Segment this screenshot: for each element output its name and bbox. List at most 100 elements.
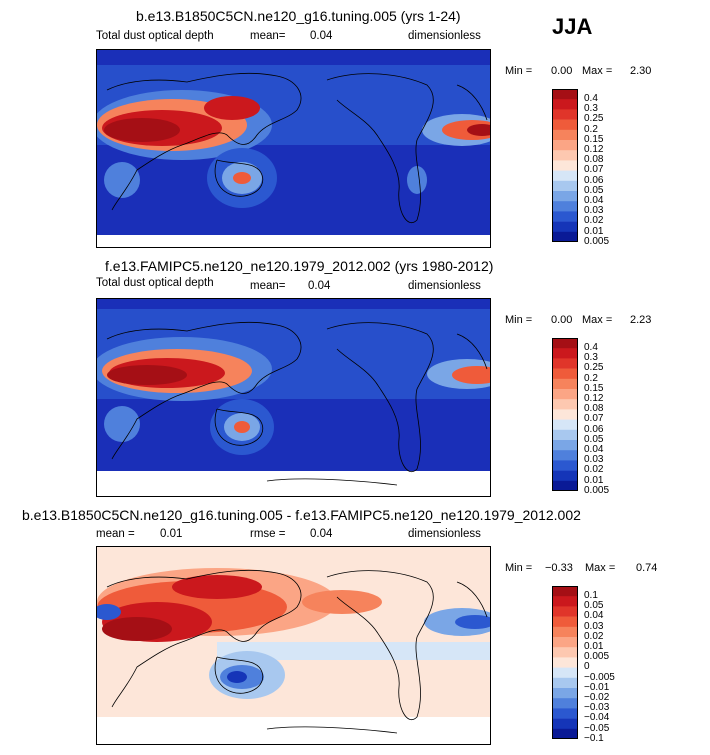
colorbar-swatch <box>552 231 578 243</box>
colorbar-tick-label: 0.07 <box>584 413 604 425</box>
colorbar-tick-label: 0.04 <box>584 195 604 206</box>
panel3-map <box>96 546 491 745</box>
panel3-min-value: −0.33 <box>545 562 573 574</box>
colorbar-swatch <box>552 708 578 719</box>
colorbar-swatch <box>552 99 578 110</box>
colorbar-tick-label: 0.04 <box>584 444 604 455</box>
colorbar-border <box>552 89 578 242</box>
panel2-colorbar-svg <box>552 338 578 492</box>
panel2-max-value: 2.23 <box>630 314 652 326</box>
colorbar-swatch <box>552 191 578 202</box>
colorbar-swatch <box>552 368 578 380</box>
colorbar-swatch <box>552 596 578 607</box>
panel3-title: b.e13.B1850C5CN.ne120_g16.tuning.005 - f… <box>22 507 581 523</box>
panel1-max-label: Max = <box>582 65 613 77</box>
panel3-rmse-value: 0.04 <box>310 528 333 540</box>
colorbar-swatch <box>552 626 578 638</box>
colorbar-tick-label: −0.02 <box>584 692 610 703</box>
panel3-mean-label: mean = <box>96 528 135 540</box>
colorbar-tick-label: 0.02 <box>584 630 604 642</box>
colorbar-swatch <box>552 688 578 699</box>
colorbar-tick-label: 0.005 <box>584 484 610 496</box>
panel1-mean-label: mean= <box>250 30 286 42</box>
colorbar-swatch <box>552 338 578 349</box>
colorbar-tick-label: 0.01 <box>584 225 604 237</box>
colorbar-swatch <box>552 221 578 233</box>
panel1-title: b.e13.B1850C5CN.ne120_g16.tuning.005 (yr… <box>136 8 461 24</box>
colorbar-swatch <box>552 150 578 161</box>
colorbar-swatch <box>552 460 578 471</box>
colorbar-tick-label: 0.03 <box>584 620 604 632</box>
colorbar-border <box>552 338 578 491</box>
panel1-map <box>96 49 491 248</box>
colorbar-tick-label: 0.15 <box>584 133 604 145</box>
colorbar-tick-label: 0.07 <box>584 164 604 176</box>
panel3-min-label: Min = <box>505 562 533 574</box>
colorbar-swatch <box>552 667 578 679</box>
panel2-variable: Total dust optical depth <box>96 277 214 289</box>
colorbar-tick-label: −0.1 <box>584 732 604 744</box>
panel1-max-value: 2.30 <box>630 65 652 77</box>
colorbar-tick-label: 0.02 <box>584 215 604 227</box>
panel1-colorbar-svg <box>552 89 578 243</box>
colorbar-swatch <box>552 160 578 171</box>
colorbar-tick-label: 0.3 <box>584 352 598 364</box>
colorbar-swatch <box>552 450 578 461</box>
panel2-colorbar <box>552 338 578 492</box>
panel3-colorbar-svg <box>552 586 578 740</box>
colorbar-swatch <box>552 470 578 482</box>
panel3-max-label: Max = <box>585 562 616 574</box>
panel3-units: dimensionless <box>408 528 481 540</box>
panel1-min-value: 0.00 <box>551 65 573 77</box>
colorbar-tick-label: 0.25 <box>584 113 604 125</box>
colorbar-tick-label: 0.25 <box>584 362 604 374</box>
colorbar-tick-label: −0.04 <box>584 712 610 724</box>
panel2-title: f.e13.FAMIPC5.ne120_ne120.1979_2012.002 … <box>105 258 494 274</box>
colorbar-tick-label: 0.4 <box>584 342 598 353</box>
colorbar-swatch <box>552 201 578 212</box>
colorbar-swatch <box>552 140 578 151</box>
panel1-variable: Total dust optical depth <box>96 30 214 42</box>
panel2-min-value: 0.00 <box>551 314 573 326</box>
panel3-colorbar <box>552 586 578 740</box>
colorbar-swatch <box>552 728 578 740</box>
colorbar-swatch <box>552 429 578 441</box>
colorbar-tick-label: 0.03 <box>584 454 604 466</box>
panel1-map-svg <box>97 50 490 247</box>
panel3-mean-value: 0.01 <box>160 528 183 540</box>
panel2-map <box>96 298 491 497</box>
colorbar-tick-label: 0.1 <box>584 590 598 601</box>
panel2-max-label: Max = <box>582 314 613 326</box>
colorbar-swatch <box>552 170 578 182</box>
colorbar-tick-label: 0.12 <box>584 393 604 404</box>
colorbar-swatch <box>552 586 578 597</box>
panel1-mean-value: 0.04 <box>310 30 333 42</box>
panel3-max-value: 0.74 <box>636 562 658 574</box>
colorbar-swatch <box>552 637 578 648</box>
panel3-rmse-label: rmse = <box>250 528 286 540</box>
colorbar-swatch <box>552 647 578 658</box>
colorbar-tick-label: 0.3 <box>584 103 598 115</box>
colorbar-swatch <box>552 698 578 709</box>
colorbar-swatch <box>552 378 578 390</box>
colorbar-tick-label: 0.08 <box>584 154 604 166</box>
colorbar-tick-label: 0.005 <box>584 651 610 663</box>
colorbar-swatch <box>552 480 578 492</box>
colorbar-swatch <box>552 440 578 451</box>
colorbar-tick-label: 0.08 <box>584 403 604 415</box>
colorbar-swatch <box>552 606 578 617</box>
colorbar-swatch <box>552 119 578 131</box>
colorbar-tick-label: 0.2 <box>584 372 598 384</box>
panel2-mean-label: mean= <box>250 280 286 292</box>
colorbar-swatch <box>552 389 578 400</box>
colorbar-tick-label: 0.4 <box>584 93 598 104</box>
colorbar-border <box>552 586 578 739</box>
colorbar-swatch <box>552 348 578 359</box>
colorbar-tick-label: 0.05 <box>584 600 604 612</box>
colorbar-tick-label: 0.03 <box>584 205 604 217</box>
panel2-map-svg <box>97 299 490 496</box>
colorbar-tick-label: 0 <box>584 661 590 673</box>
colorbar-swatch <box>552 677 578 689</box>
panel3-map-svg <box>97 547 490 744</box>
panel1-units: dimensionless <box>408 30 481 42</box>
